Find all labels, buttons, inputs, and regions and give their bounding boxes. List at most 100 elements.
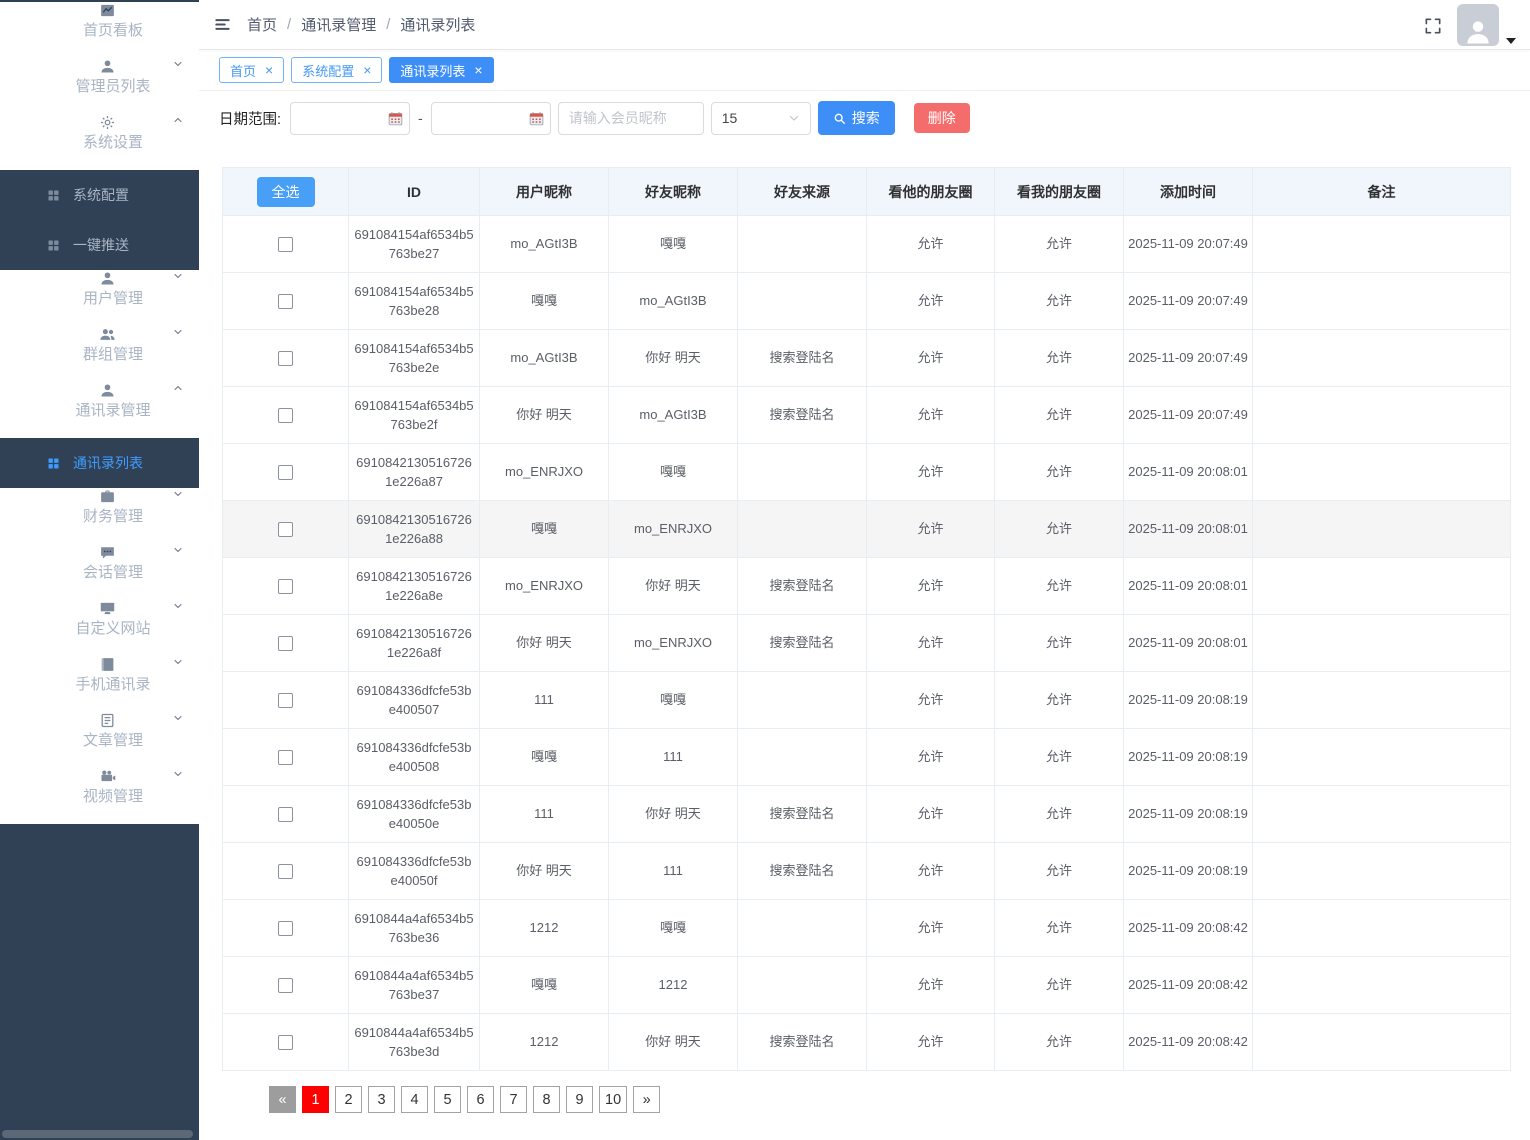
row-checkbox[interactable] (278, 579, 293, 595)
tab-label: 通讯录列表 (400, 63, 466, 79)
row-checkbox[interactable] (278, 807, 293, 823)
pagination-page-8[interactable]: 8 (533, 1086, 560, 1113)
cell-friend: mo_ENRJXO (608, 614, 738, 672)
sidebar-item-dashboard[interactable]: 首页看板 (0, 2, 199, 58)
chevron-down-icon (172, 488, 184, 500)
sidebar-item-session-mgmt[interactable]: 会话管理 (0, 544, 199, 600)
row-checkbox[interactable] (278, 636, 293, 652)
sidebar-item-one-key-push[interactable]: 一键推送 (0, 220, 199, 270)
pagination-page-7[interactable]: 7 (500, 1086, 527, 1113)
th-add-time: 添加时间 (1123, 167, 1253, 216)
cell-source: 搜索登陆名 (737, 386, 867, 444)
row-checkbox[interactable] (278, 750, 293, 766)
chat-icon (99, 544, 116, 561)
cell-friend: 你好 明天 (608, 557, 738, 615)
row-checkbox[interactable] (278, 522, 293, 538)
cell-checkbox (222, 614, 349, 672)
pagination-next-button[interactable]: » (633, 1086, 661, 1113)
sidebar-item-finance-mgmt[interactable]: 财务管理 (0, 488, 199, 544)
cell-mine: 允许 (994, 500, 1124, 558)
calendar-icon[interactable] (387, 110, 404, 127)
select-all-button[interactable]: 全选 (256, 176, 315, 207)
tab-home[interactable]: 首页 × (219, 57, 285, 83)
pagination-page-9[interactable]: 9 (566, 1086, 593, 1113)
avatar[interactable] (1457, 3, 1499, 46)
sidebar-item-system-config[interactable]: 系统配置 (0, 170, 199, 220)
close-icon[interactable]: × (474, 62, 483, 78)
sidebar-item-admin-list[interactable]: 管理员列表 (0, 58, 199, 114)
pagination-page-3[interactable]: 3 (368, 1086, 395, 1113)
pagination-page-6[interactable]: 6 (467, 1086, 494, 1113)
sidebar-item-contacts-list[interactable]: 通讯录列表 (0, 438, 199, 488)
row-checkbox[interactable] (278, 864, 293, 880)
row-checkbox[interactable] (278, 465, 293, 481)
tab-system-config[interactable]: 系统配置 × (291, 57, 383, 83)
cell-mine: 允许 (994, 614, 1124, 672)
chevron-down-icon[interactable] (1506, 37, 1516, 44)
breadcrumb-item-contacts-mgmt[interactable]: 通讯录管理 (301, 17, 377, 34)
cell-user: 111 (479, 671, 609, 729)
chevron-down-icon (172, 712, 184, 724)
sidebar-item-phone-contacts[interactable]: 手机通讯录 (0, 656, 199, 712)
cell-id: 691084154af6534b5763be28 (348, 272, 480, 330)
row-checkbox[interactable] (278, 978, 293, 994)
date-to-input[interactable] (430, 101, 551, 135)
sidebar-item-group-mgmt[interactable]: 群组管理 (0, 326, 199, 382)
table-row: 691084336dfcfe53be40050f 你好 明天 111 搜索登陆名 允许允… (222, 842, 1511, 900)
cell-mine: 允许 (994, 272, 1124, 330)
pagination-page-1[interactable]: 1 (302, 1086, 329, 1113)
sidebar-item-system-settings[interactable]: 系统设置 (0, 114, 199, 170)
cell-mine: 允许 (994, 728, 1124, 786)
sidebar-item-video-mgmt[interactable]: 视频管理 (0, 768, 199, 824)
sidebar-item-article-mgmt[interactable]: 文章管理 (0, 712, 199, 768)
pagination-page-10[interactable]: 10 (599, 1086, 628, 1113)
calendar-icon[interactable] (528, 110, 545, 127)
row-checkbox[interactable] (278, 693, 293, 709)
tab-contacts-list[interactable]: 通讯录列表 × (389, 57, 494, 83)
row-checkbox[interactable] (278, 294, 293, 310)
pagination-prev-button[interactable]: « (269, 1086, 296, 1113)
hamburger-icon[interactable] (213, 15, 232, 34)
row-checkbox[interactable] (278, 1035, 293, 1051)
cell-id: 6910844a4af6534b5763be37 (348, 956, 480, 1014)
row-checkbox[interactable] (278, 408, 293, 424)
close-icon[interactable]: × (363, 62, 372, 78)
pagination-page-2[interactable]: 2 (335, 1086, 362, 1113)
pagination-page-4[interactable]: 4 (401, 1086, 428, 1113)
table-row: 691084336dfcfe53be400508 嘎嘎 111 允许 允许 2025-11… (222, 728, 1511, 786)
fullscreen-icon[interactable] (1423, 16, 1443, 36)
cell-source: 搜索登陆名 (737, 785, 867, 843)
cell-id: 691084336dfcfe53be40050e (348, 785, 480, 843)
table-row: 6910844a4af6534b5763be36 1212 嘎嘎 允许 允许 2025-1… (222, 899, 1511, 957)
delete-button[interactable]: 删除 (913, 103, 970, 133)
cell-checkbox (222, 1013, 349, 1071)
tab-label: 首页 (230, 63, 257, 79)
sidebar-item-label: 系统配置 (73, 187, 129, 203)
row-checkbox[interactable] (278, 237, 293, 253)
cell-time: 2025-11-09 20:08:01 (1123, 443, 1253, 501)
cell-his: 允许 (866, 785, 995, 843)
search-button-label: 搜索 (851, 110, 880, 126)
cell-user: 嘎嘎 (479, 500, 609, 558)
cell-his: 允许 (866, 842, 995, 900)
cell-id: 691084154af6534b5763be2f (348, 386, 480, 444)
breadcrumb-item-home[interactable]: 首页 (247, 17, 278, 34)
close-icon[interactable]: × (265, 62, 274, 78)
sidebar-item-user-mgmt[interactable]: 用户管理 (0, 270, 199, 326)
search-button[interactable]: 搜索 (817, 101, 895, 135)
cell-his: 允许 (866, 728, 995, 786)
cell-id: 691084336dfcfe53be400508 (348, 728, 480, 786)
table-row: 69108421305167261e226a8f 你好 明天 mo_ENRJXO 搜索… (222, 614, 1511, 672)
pagination-page-5[interactable]: 5 (434, 1086, 461, 1113)
cell-his: 允许 (866, 956, 995, 1014)
table-row: 6910844a4af6534b5763be37 嘎嘎 1212 允许 允许 2025-1… (222, 956, 1511, 1014)
row-checkbox[interactable] (278, 921, 293, 937)
nickname-search-input[interactable] (557, 101, 704, 135)
row-checkbox[interactable] (278, 351, 293, 367)
sidebar-item-contacts-mgmt[interactable]: 通讯录管理 (0, 382, 199, 438)
sidebar-item-custom-website[interactable]: 自定义网站 (0, 600, 199, 656)
cell-note (1252, 956, 1511, 1014)
page-size-select[interactable]: 15 (710, 101, 811, 135)
th-his-moments: 看他的朋友圈 (866, 167, 995, 216)
sidebar-horizontal-scrollbar[interactable] (2, 1130, 193, 1138)
